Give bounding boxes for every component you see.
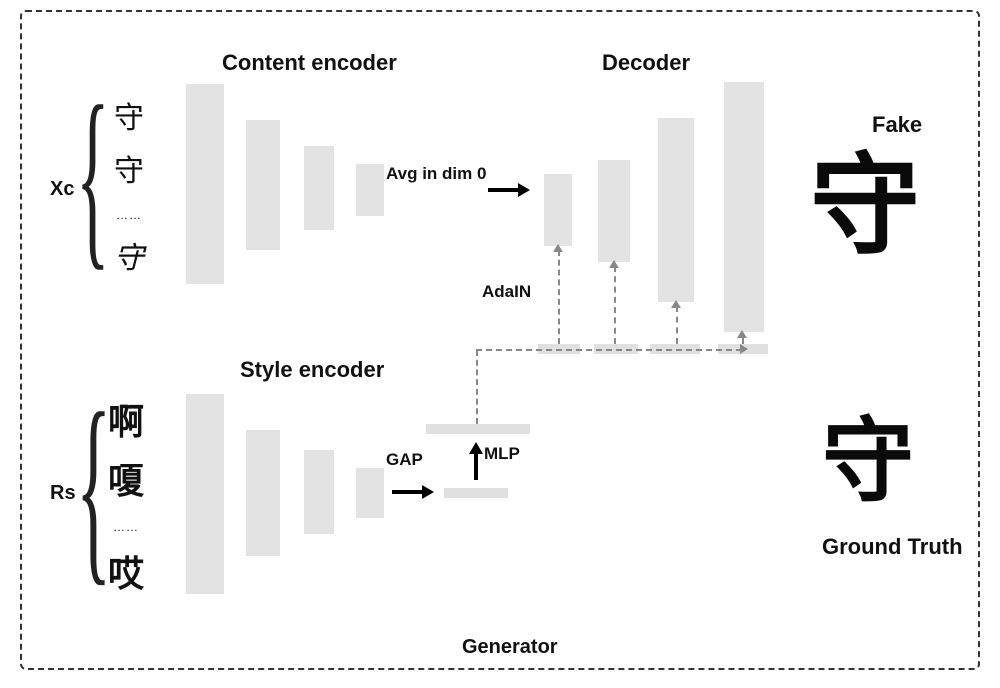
dline-rise-0 xyxy=(558,250,560,344)
rs-ellipsis: …… xyxy=(113,521,139,533)
ground-truth-glyph: 守 xyxy=(822,416,914,508)
decoder-block-1 xyxy=(598,160,630,262)
label-decoder: Decoder xyxy=(602,50,690,76)
style-bar-large xyxy=(426,424,530,434)
content-enc-block-3 xyxy=(356,164,384,216)
bracket-rs: { xyxy=(76,367,111,608)
rs-glyph-2: 哎 xyxy=(108,556,144,592)
xc-glyph-0: 守 xyxy=(114,104,144,134)
xc-ellipsis: …… xyxy=(116,209,142,221)
decoder-block-0 xyxy=(544,174,572,246)
label-xc: Xc xyxy=(50,178,74,201)
label-ground-truth: Ground Truth xyxy=(822,534,963,560)
dhead-rise-1 xyxy=(609,260,619,268)
xc-glyph-2: 守 xyxy=(114,244,144,274)
label-avg: Avg in dim 0 xyxy=(386,164,486,184)
rs-glyph-column: 啊 嗄 …… 哎 xyxy=(108,404,144,592)
fake-output-glyph: 守 xyxy=(810,152,920,262)
rs-glyph-0: 啊 xyxy=(108,404,144,440)
decoder-block-3 xyxy=(724,82,764,332)
label-adain: AdaIN xyxy=(482,282,531,302)
label-style-encoder: Style encoder xyxy=(240,357,384,383)
xc-glyph-column: 守 守 …… 守 xyxy=(114,104,144,274)
generator-container: Content encoder Decoder Fake Ground Trut… xyxy=(20,10,980,670)
label-gap: GAP xyxy=(386,450,423,470)
xc-glyph-1: 守 xyxy=(114,157,144,187)
style-enc-block-2 xyxy=(304,450,334,534)
rs-glyph-1: 嗄 xyxy=(108,463,144,499)
dhead-rise-0 xyxy=(553,244,563,252)
label-rs: Rs xyxy=(50,482,76,505)
style-bar-small xyxy=(444,488,508,498)
content-enc-block-1 xyxy=(246,120,280,250)
style-enc-block-0 xyxy=(186,394,224,594)
content-enc-block-2 xyxy=(304,146,334,230)
label-mlp: MLP xyxy=(484,444,520,464)
dline-main-right xyxy=(476,349,742,351)
dline-rise-1 xyxy=(614,266,616,344)
dhead-rise-2 xyxy=(671,300,681,308)
bracket-xc: { xyxy=(76,62,110,291)
dline-mlp-up xyxy=(476,350,478,424)
dhead-rise-3 xyxy=(737,330,747,338)
style-enc-block-3 xyxy=(356,468,384,518)
label-content-encoder: Content encoder xyxy=(222,50,397,76)
decoder-block-2 xyxy=(658,118,694,302)
dhead-main-right xyxy=(740,344,748,354)
label-generator: Generator xyxy=(462,636,558,659)
dline-rise-2 xyxy=(676,306,678,344)
content-enc-block-0 xyxy=(186,84,224,284)
style-enc-block-1 xyxy=(246,430,280,556)
label-fake: Fake xyxy=(872,112,922,138)
